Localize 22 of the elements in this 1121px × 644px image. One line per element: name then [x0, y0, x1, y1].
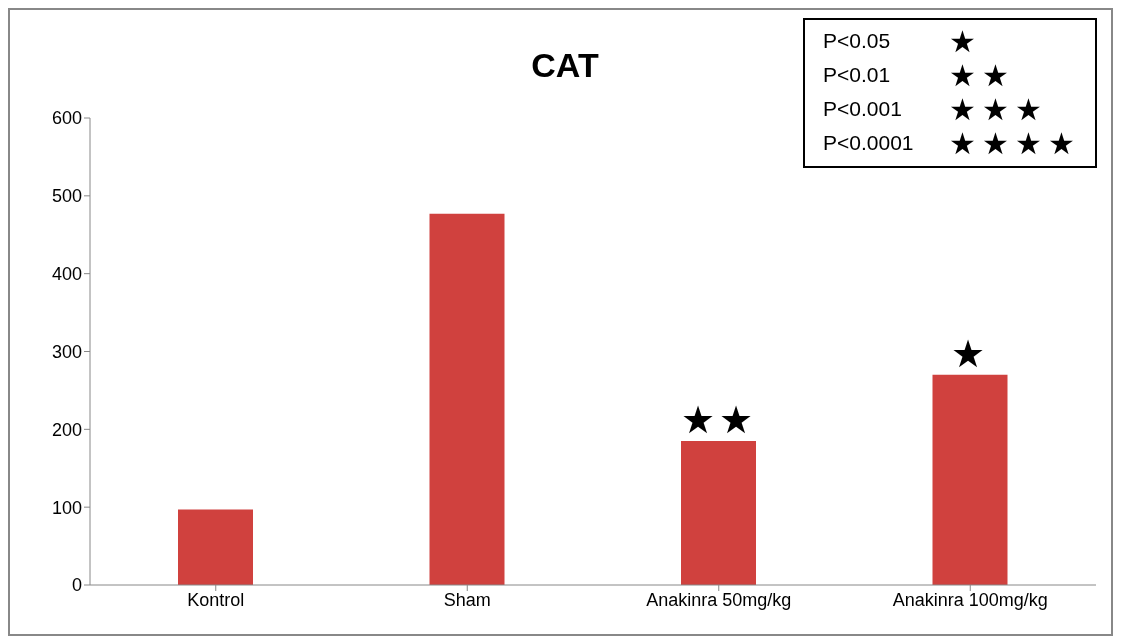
- y-tick-label: 0: [71, 575, 82, 596]
- bar: [932, 374, 1008, 585]
- x-tick-label: Sham: [443, 589, 491, 610]
- chart-title: CAT: [531, 46, 599, 84]
- y-tick-label: 400: [51, 264, 82, 285]
- bar: [681, 441, 756, 585]
- y-tick-label: 100: [51, 497, 82, 518]
- y-tick-label: 600: [51, 108, 82, 129]
- text: P<0.01 ★★: [823, 58, 1015, 92]
- text: P<0.0001 ★★★★: [823, 126, 1081, 160]
- x-tick-label: Kontrol: [187, 589, 245, 610]
- annotation: ★: [951, 332, 990, 375]
- y-tick-label: 300: [51, 341, 82, 362]
- bar: [429, 213, 505, 585]
- text: P<0.001 ★★★: [823, 92, 1048, 126]
- bar: [178, 509, 253, 585]
- y-tick-label: 500: [51, 186, 82, 207]
- x-tick-label: Anakinra 50mg/kg: [646, 589, 792, 610]
- x-tick-label: Anakinra 100mg/kg: [892, 589, 1048, 610]
- annotation: ★★: [680, 399, 757, 442]
- y-tick-label: 200: [51, 419, 82, 440]
- text: P<0.05 ★: [823, 24, 982, 58]
